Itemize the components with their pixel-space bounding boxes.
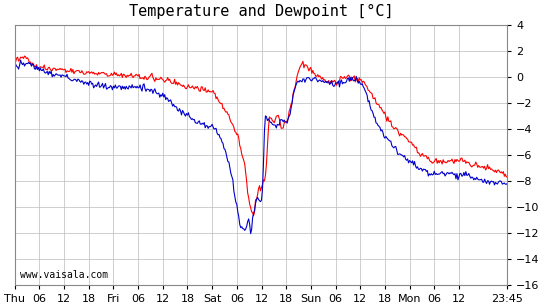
Text: www.vaisala.com: www.vaisala.com: [20, 270, 108, 280]
Title: Temperature and Dewpoint [°C]: Temperature and Dewpoint [°C]: [129, 4, 393, 19]
